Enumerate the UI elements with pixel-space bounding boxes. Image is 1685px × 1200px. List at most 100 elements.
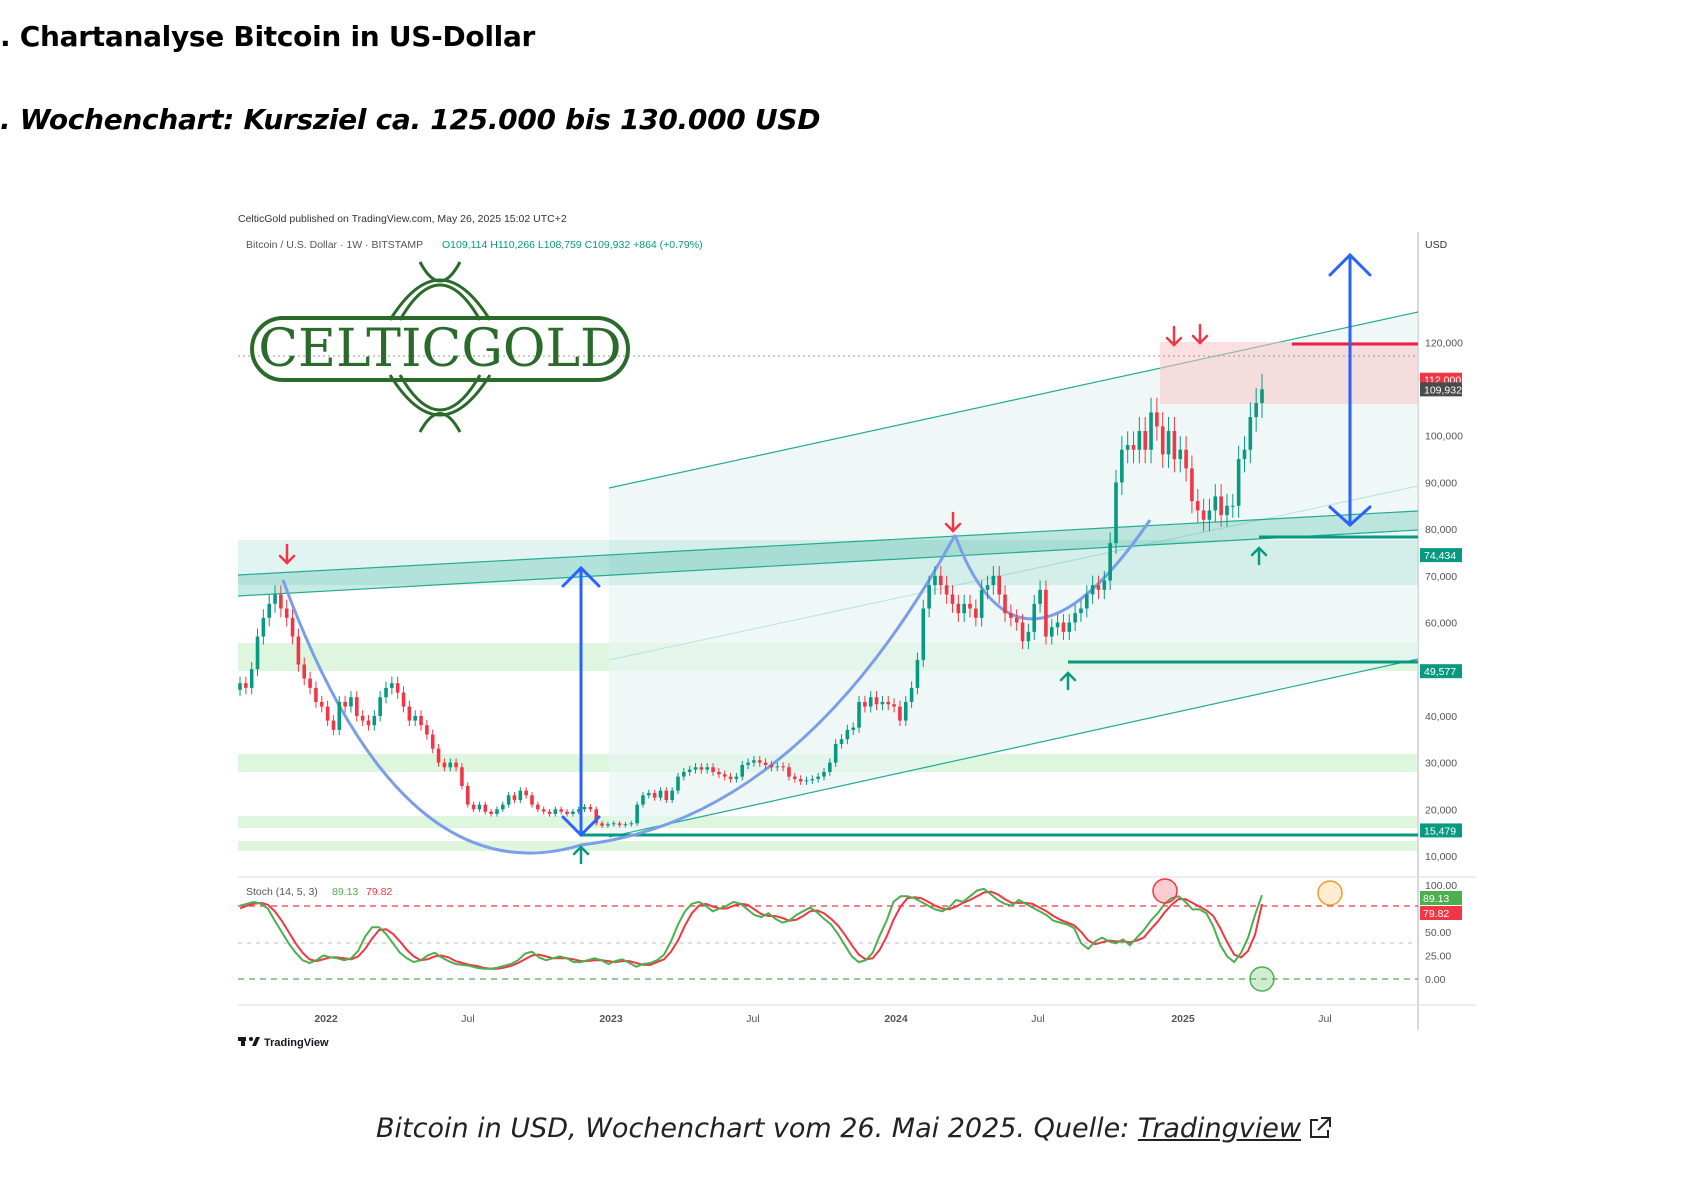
stoch-oversold-marker [1249, 966, 1275, 992]
stoch-k-badge-text: 89.13 [1423, 893, 1449, 905]
candle-body [839, 739, 844, 744]
tradingview-logo-icon [238, 1037, 260, 1046]
y-tick-label: 70,000 [1425, 571, 1457, 583]
candle-body [892, 704, 896, 707]
celticgold-logo [250, 261, 630, 433]
candle-body [530, 795, 534, 805]
candle-body [863, 701, 867, 707]
candle-body [1108, 543, 1112, 581]
candle-body [1026, 631, 1031, 642]
y-tick-label: 120,000 [1425, 337, 1463, 349]
x-axis-ticks: 2022 Jul 2023 Jul 2024 Jul 2025 Jul [314, 1013, 1331, 1025]
cup-arc-small [953, 519, 1152, 621]
candle-body [384, 687, 388, 698]
y-axis-ticks: 120,000 100,000 90,000 80,000 70,000 60,000 40… [1425, 337, 1463, 863]
candle-body [366, 720, 371, 726]
candle-body [331, 720, 336, 730]
candle-body [360, 715, 365, 721]
candle-body [985, 585, 990, 590]
candle-body [1009, 613, 1013, 618]
candle-body [1178, 449, 1183, 460]
candle-body [465, 785, 470, 805]
candle-body [1014, 617, 1019, 623]
figure-caption: Bitcoin in USD, Wochenchart vom 26. Mai … [376, 1113, 1333, 1144]
candle-body [267, 603, 271, 618]
candle-body [261, 617, 266, 637]
candle-body [1149, 412, 1153, 450]
candle-body [477, 804, 482, 810]
channel-upper-line [608, 311, 1419, 489]
x-tick-label: Jul [746, 1013, 759, 1025]
candle-body [845, 729, 850, 740]
candle-body [1102, 580, 1107, 590]
candle-body [617, 823, 622, 826]
candle-body [471, 804, 476, 810]
candle-body [460, 767, 464, 786]
candle-body [413, 715, 417, 721]
candle-body [279, 594, 283, 609]
stoch-overbought-marker [1152, 878, 1178, 904]
candle-body [629, 823, 634, 825]
candle-body [1225, 505, 1229, 516]
stoch-d-value: 79.82 [366, 886, 392, 898]
candle-body [939, 575, 943, 586]
candle-body [436, 748, 441, 763]
candle-body [752, 760, 756, 763]
candle-body [857, 701, 861, 728]
candle-body [757, 760, 762, 763]
candle-body [822, 771, 826, 777]
candle-body [565, 811, 569, 814]
external-link-icon[interactable] [1307, 1115, 1333, 1141]
candle-body [909, 687, 914, 702]
candle-body [1201, 510, 1206, 520]
candle-body [828, 762, 832, 772]
candle-body [991, 575, 996, 586]
candle-body [1166, 431, 1171, 455]
candle-body [898, 706, 902, 721]
candle-body [454, 762, 458, 768]
y-tick-label: 40,000 [1425, 711, 1457, 723]
candle-body [255, 636, 260, 670]
candle-body [390, 683, 394, 688]
candle-body [623, 824, 628, 826]
candle-body [670, 790, 674, 800]
candle-body [1155, 412, 1159, 427]
candle-body [378, 697, 382, 716]
rising-channel-fill [609, 312, 1418, 837]
candle-body [611, 823, 616, 825]
candle-body [1184, 449, 1188, 469]
arrow-head-up-1 [561, 565, 601, 588]
candle-body [1120, 449, 1124, 483]
candle-body [927, 585, 931, 609]
candle-body [576, 809, 581, 812]
candle-body [337, 701, 342, 730]
resistance-band-diagonal [238, 511, 1418, 596]
price-label-badge [1420, 664, 1462, 679]
candle-body [448, 762, 453, 768]
channel-mid-line [608, 485, 1419, 661]
candle-body [419, 715, 423, 726]
candle-body [1195, 501, 1200, 511]
x-tick-label: 2024 [884, 1013, 908, 1025]
tradingview-source-link[interactable]: Tradingview [1137, 1113, 1301, 1144]
candle-body [1003, 594, 1007, 614]
stoch-k-line [239, 887, 1263, 970]
candle-body [833, 743, 838, 763]
x-tick-label: 2022 [314, 1013, 338, 1025]
candle-body [1219, 496, 1223, 516]
candle-body [571, 811, 575, 814]
candle-body [1114, 482, 1118, 544]
candle-body [787, 767, 791, 777]
candle-body [1231, 505, 1235, 507]
red-top-arrows [278, 323, 1209, 565]
price-label-badge [1420, 548, 1462, 563]
tradingview-footer: TradingView [264, 1037, 329, 1049]
candle-body [302, 664, 307, 679]
candle-body [582, 806, 587, 810]
candle-body [1254, 403, 1258, 418]
section-heading: . Chartanalyse Bitcoin in US-Dollar [0, 20, 536, 53]
candle-body [635, 804, 639, 824]
candle-body [1207, 510, 1212, 520]
candle-body [296, 636, 301, 665]
